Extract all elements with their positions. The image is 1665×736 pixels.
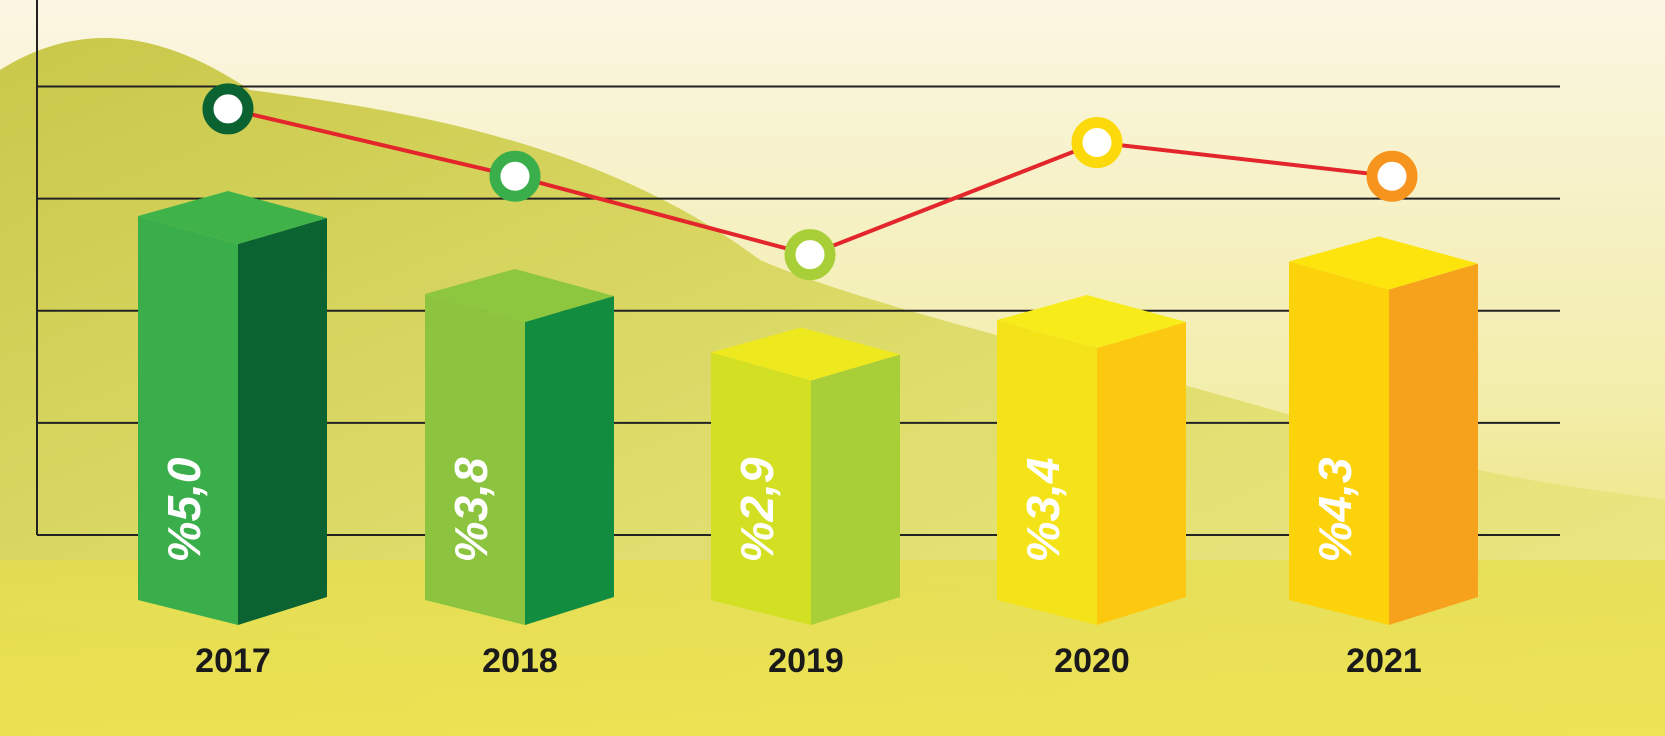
bar-front bbox=[1289, 261, 1389, 625]
bar bbox=[711, 327, 900, 625]
value-label: %2,9 bbox=[731, 457, 783, 562]
x-tick-label: 2019 bbox=[768, 642, 844, 680]
line-marker bbox=[202, 83, 254, 135]
bar-top bbox=[138, 191, 327, 244]
bar-side bbox=[238, 218, 327, 625]
line-marker bbox=[784, 229, 836, 281]
x-tick-label: 2020 bbox=[1054, 642, 1130, 680]
value-label: %5,0 bbox=[158, 457, 210, 562]
bar-top bbox=[711, 327, 900, 381]
bar-top bbox=[997, 295, 1186, 348]
value-label: %3,4 bbox=[1017, 458, 1069, 563]
line-marker bbox=[1071, 117, 1123, 169]
value-label: %4,3 bbox=[1309, 457, 1361, 562]
line-marker bbox=[1366, 150, 1418, 202]
x-tick-label: 2018 bbox=[482, 642, 558, 680]
bar-front bbox=[997, 320, 1097, 625]
bar-side bbox=[1389, 263, 1478, 625]
bar-front bbox=[138, 216, 238, 625]
bar-side bbox=[1097, 322, 1186, 625]
line-marker bbox=[489, 150, 541, 202]
bar bbox=[1289, 236, 1478, 625]
bar-front bbox=[711, 352, 811, 625]
bar-side bbox=[525, 296, 614, 625]
bar-side bbox=[811, 354, 900, 625]
bar-top bbox=[1289, 236, 1478, 290]
x-tick-label: 2017 bbox=[195, 642, 271, 680]
value-label: %3,8 bbox=[445, 457, 497, 562]
bar bbox=[425, 269, 614, 625]
bar-top bbox=[425, 269, 614, 322]
bar-front bbox=[425, 294, 525, 625]
bar bbox=[997, 295, 1186, 625]
x-tick-label: 2021 bbox=[1346, 642, 1422, 680]
bar bbox=[138, 191, 327, 625]
